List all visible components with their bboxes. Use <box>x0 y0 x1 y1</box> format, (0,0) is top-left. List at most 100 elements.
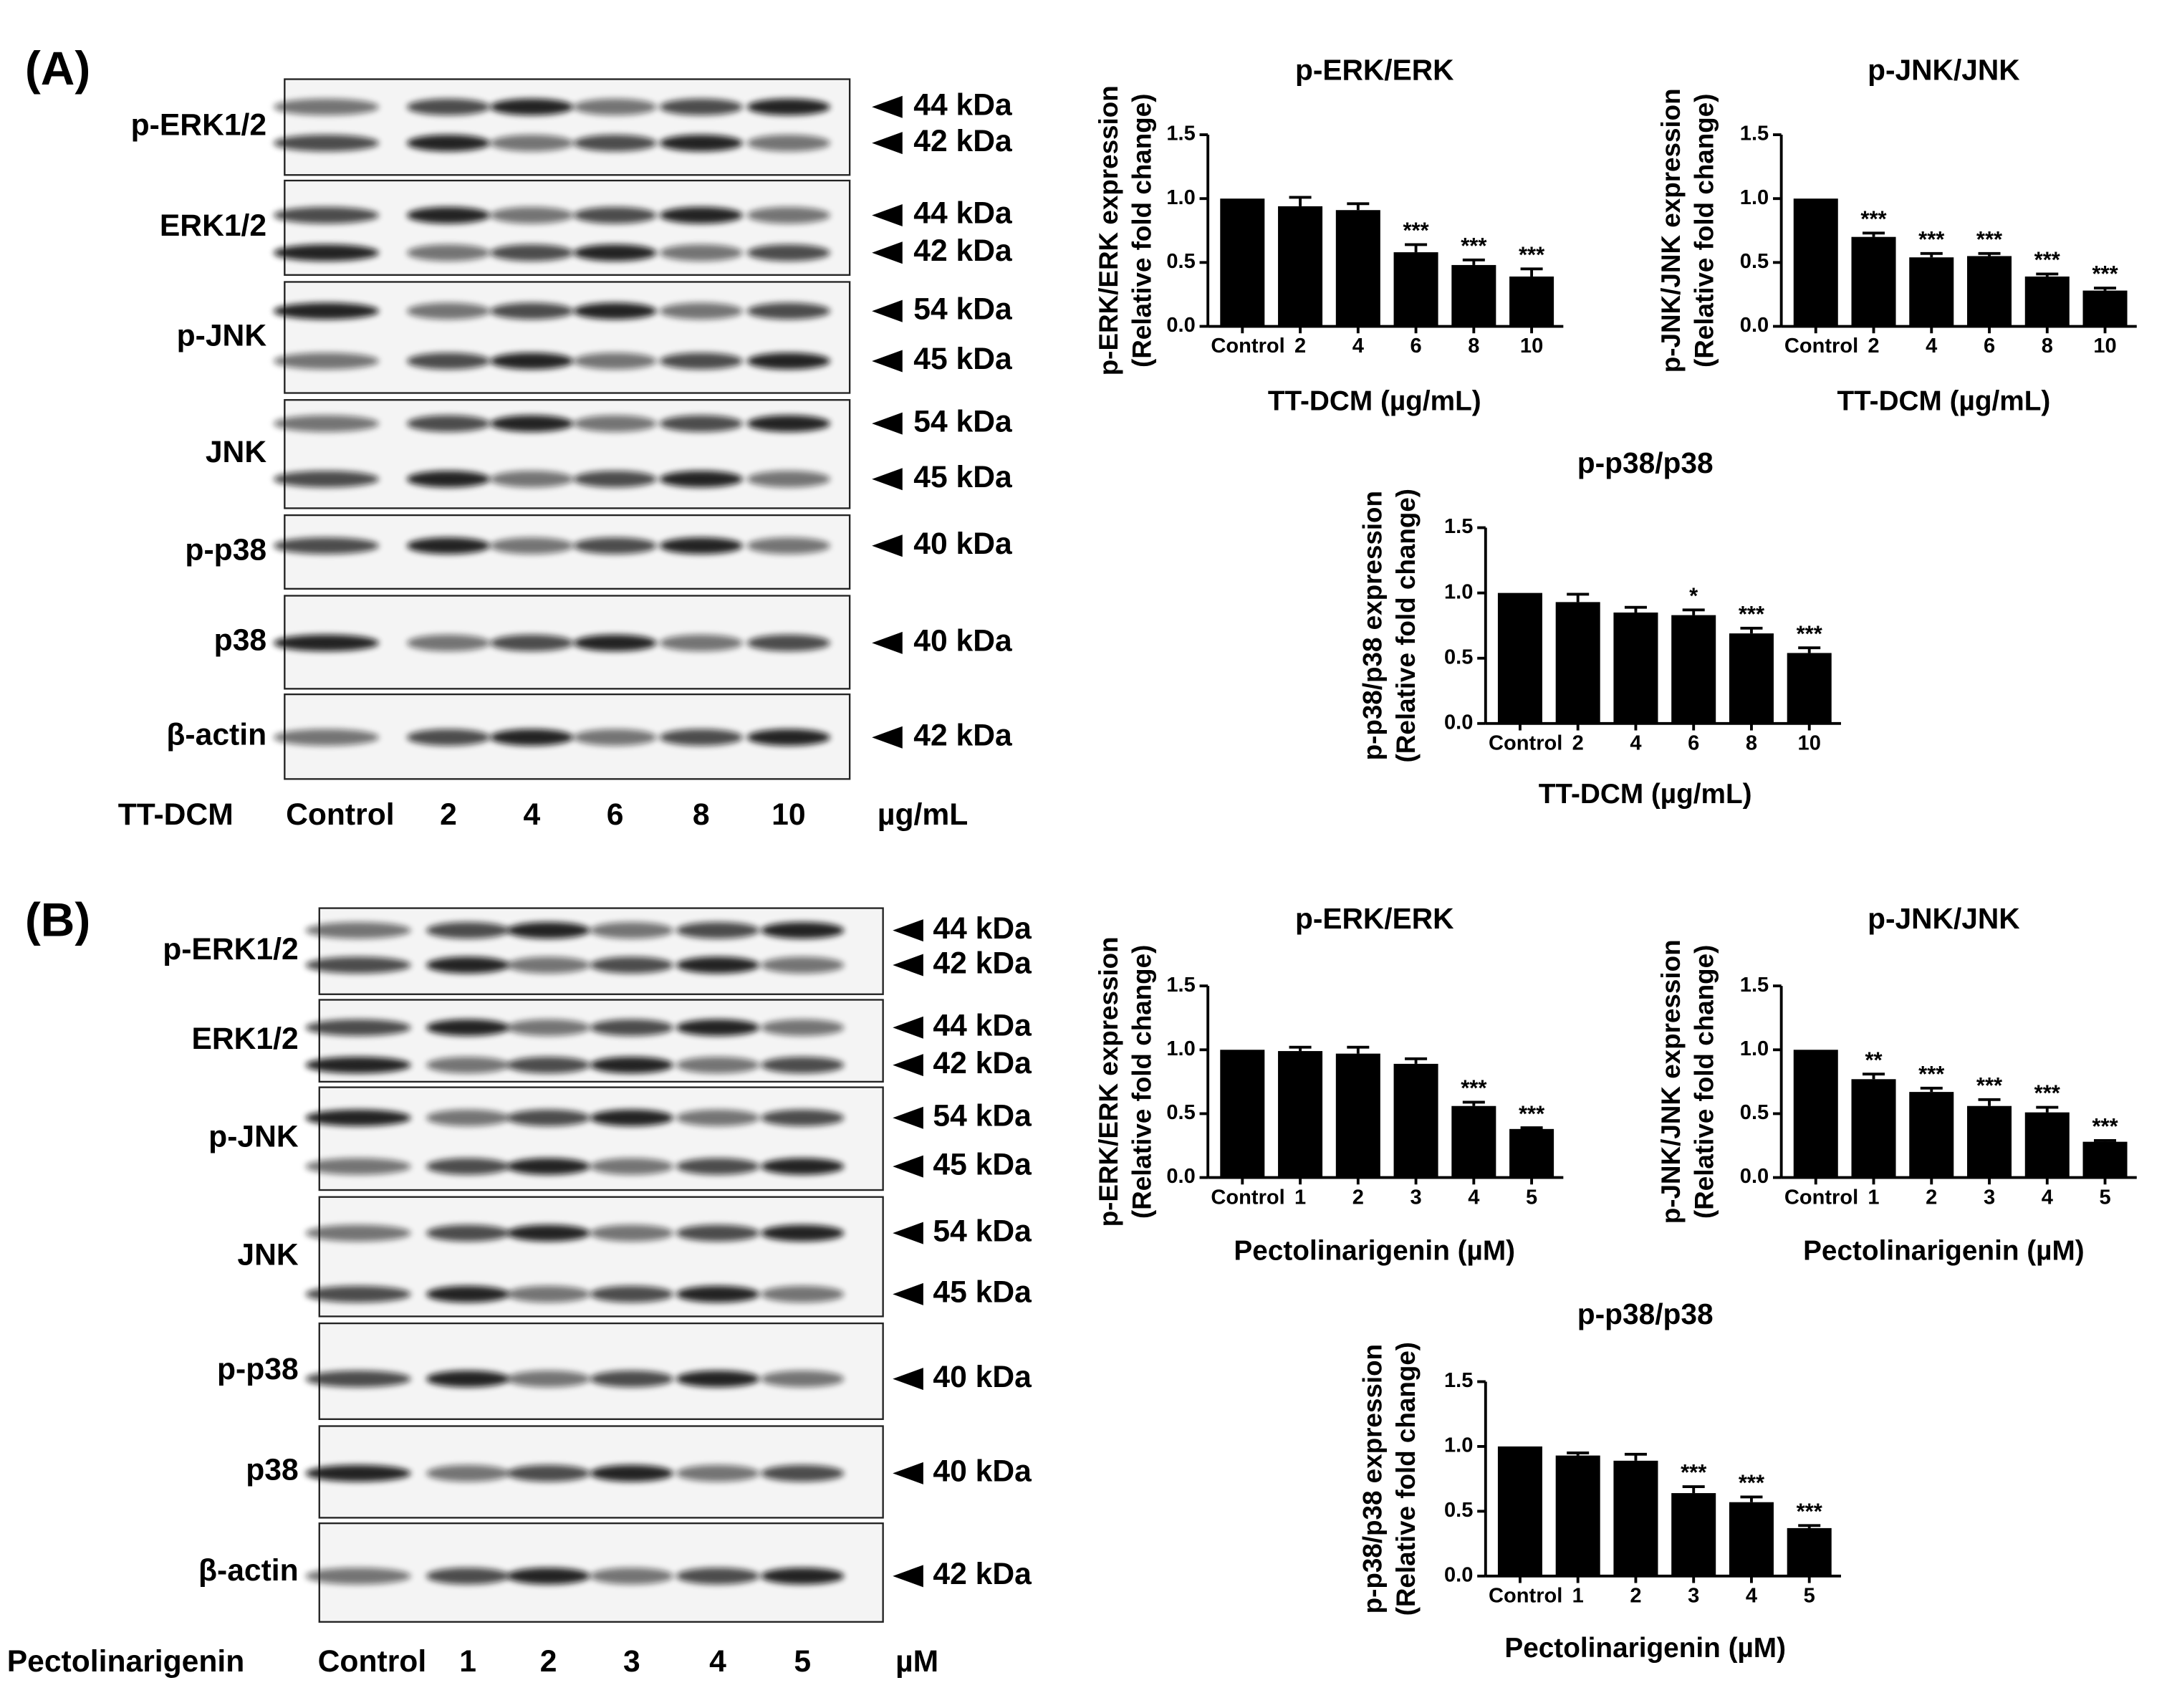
marker-arrow <box>872 412 903 435</box>
blot-band <box>506 1158 590 1175</box>
lane-label: 3 <box>623 1644 640 1679</box>
marker-arrow <box>893 1282 923 1305</box>
y-tick-label: 1.0 <box>1166 1037 1195 1060</box>
lane-label: 4 <box>523 797 540 832</box>
blot-band <box>676 1109 760 1126</box>
y-tick-label: 0.5 <box>1166 250 1195 273</box>
blot-band <box>305 1370 411 1388</box>
blot-band <box>273 135 380 152</box>
blot-band <box>659 135 743 152</box>
blot-band <box>273 537 380 555</box>
blot-frame <box>284 179 851 276</box>
bar <box>1851 1079 1896 1178</box>
blot-label: ERK1/2 <box>160 208 266 243</box>
blot-band <box>406 244 491 262</box>
x-tick-label: 4 <box>1630 732 1641 755</box>
blot-label: JNK <box>206 435 266 469</box>
lane-label: 5 <box>794 1644 811 1679</box>
blot-band <box>426 1568 510 1585</box>
y-tick-label: 1.5 <box>1444 515 1473 538</box>
blot-band <box>506 1224 590 1242</box>
blot-band <box>590 1019 673 1036</box>
blot-band <box>676 1568 760 1585</box>
x-axis-label: Pectolinarigenin (µM) <box>1504 1633 1786 1664</box>
x-tick-label: 5 <box>2099 1186 2110 1209</box>
lane-label: 2 <box>440 797 457 832</box>
blot-band <box>761 1224 845 1242</box>
blot-band <box>746 98 831 115</box>
blot-band <box>426 921 510 939</box>
blot-band <box>676 1158 760 1175</box>
marker-label: 42 kDa <box>933 946 1032 980</box>
lane-label: 8 <box>693 797 710 832</box>
bar <box>1671 1493 1716 1576</box>
x-tick-label: 4 <box>1926 335 1937 358</box>
blot-band <box>746 537 831 555</box>
blot-band <box>761 1464 845 1482</box>
bar <box>1787 1527 1832 1576</box>
blot-band <box>590 921 673 939</box>
blot-band <box>490 415 574 432</box>
blot-label: p-ERK1/2 <box>131 108 266 143</box>
marker-label: 44 kDa <box>913 196 1012 231</box>
blot-band <box>573 302 657 320</box>
significance: *** <box>2092 262 2118 287</box>
x-tick-label: 2 <box>1352 1186 1364 1209</box>
marker-arrow <box>872 350 903 373</box>
significance: *** <box>1403 218 1429 243</box>
y-tick-label: 1.0 <box>1444 1434 1473 1457</box>
blot-band <box>273 415 380 432</box>
blot-band <box>426 1109 510 1126</box>
blot-band <box>573 206 657 224</box>
y-tick-label: 0.0 <box>1166 314 1195 337</box>
marker-arrow <box>893 1155 923 1178</box>
marker-arrow <box>872 631 903 654</box>
marker-arrow <box>893 1106 923 1129</box>
marker-arrow <box>872 203 903 226</box>
y-axis-label: (Relative fold change) <box>1391 489 1421 763</box>
bar <box>1793 1050 1838 1178</box>
blot-label: p38 <box>214 623 266 658</box>
blot-band <box>659 244 743 262</box>
blot-band <box>273 634 380 652</box>
bar <box>1909 257 1954 327</box>
x-tick-label: 2 <box>1572 732 1584 755</box>
marker-label: 44 kDa <box>933 1009 1032 1043</box>
y-tick-label: 0.0 <box>1444 711 1473 734</box>
significance: *** <box>1797 1499 1823 1524</box>
bar <box>1509 1128 1554 1178</box>
bar <box>1278 1051 1323 1178</box>
marker-label: 42 kDa <box>913 718 1012 752</box>
y-axis-label: p-JNK/JNK expression <box>1656 939 1686 1224</box>
blot-band <box>305 1285 411 1303</box>
significance: *** <box>1519 1101 1545 1126</box>
x-axis-label: TT-DCM (µg/mL) <box>1539 779 1752 810</box>
blot-label: β-actin <box>166 717 266 752</box>
blot-band <box>426 1370 510 1388</box>
blot-band <box>406 634 491 652</box>
blot-band <box>490 634 574 652</box>
blot-band <box>406 729 491 746</box>
x-axis-label: Pectolinarigenin (µM) <box>1803 1235 2085 1266</box>
blot-band <box>746 135 831 152</box>
y-tick-label: 1.5 <box>1166 974 1195 997</box>
y-tick-label: 0.5 <box>1444 1499 1473 1522</box>
y-tick-label: 1.5 <box>1444 1369 1473 1392</box>
x-tick-label: Control <box>1489 1585 1562 1608</box>
blot-band <box>273 729 380 746</box>
chart-title: p-JNK/JNK <box>1868 54 2020 87</box>
significance: *** <box>1918 1062 1945 1087</box>
bar <box>1451 1105 1496 1178</box>
blot-band <box>426 1224 510 1242</box>
bar <box>1787 653 1832 724</box>
x-tick-label: 2 <box>1630 1585 1641 1608</box>
blot-band <box>590 1056 673 1074</box>
marker-arrow <box>872 241 903 264</box>
blot-label: JNK <box>237 1237 298 1272</box>
lane-label: 10 <box>772 797 805 832</box>
unit-label: µg/mL <box>878 797 968 832</box>
blot-band <box>761 1568 845 1585</box>
bar <box>1671 615 1716 724</box>
bar <box>1393 252 1438 327</box>
